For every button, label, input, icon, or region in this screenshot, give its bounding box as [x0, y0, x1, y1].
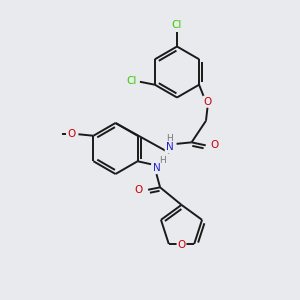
Text: Cl: Cl — [172, 20, 182, 30]
Text: N: N — [153, 163, 160, 173]
Text: H: H — [159, 156, 166, 165]
Text: O: O — [134, 185, 142, 195]
Text: Cl: Cl — [126, 76, 137, 86]
Text: O: O — [68, 129, 76, 139]
Text: O: O — [203, 97, 211, 106]
Text: H: H — [166, 134, 173, 143]
Text: O: O — [177, 241, 186, 250]
Text: O: O — [210, 140, 218, 150]
Text: N: N — [166, 142, 173, 152]
